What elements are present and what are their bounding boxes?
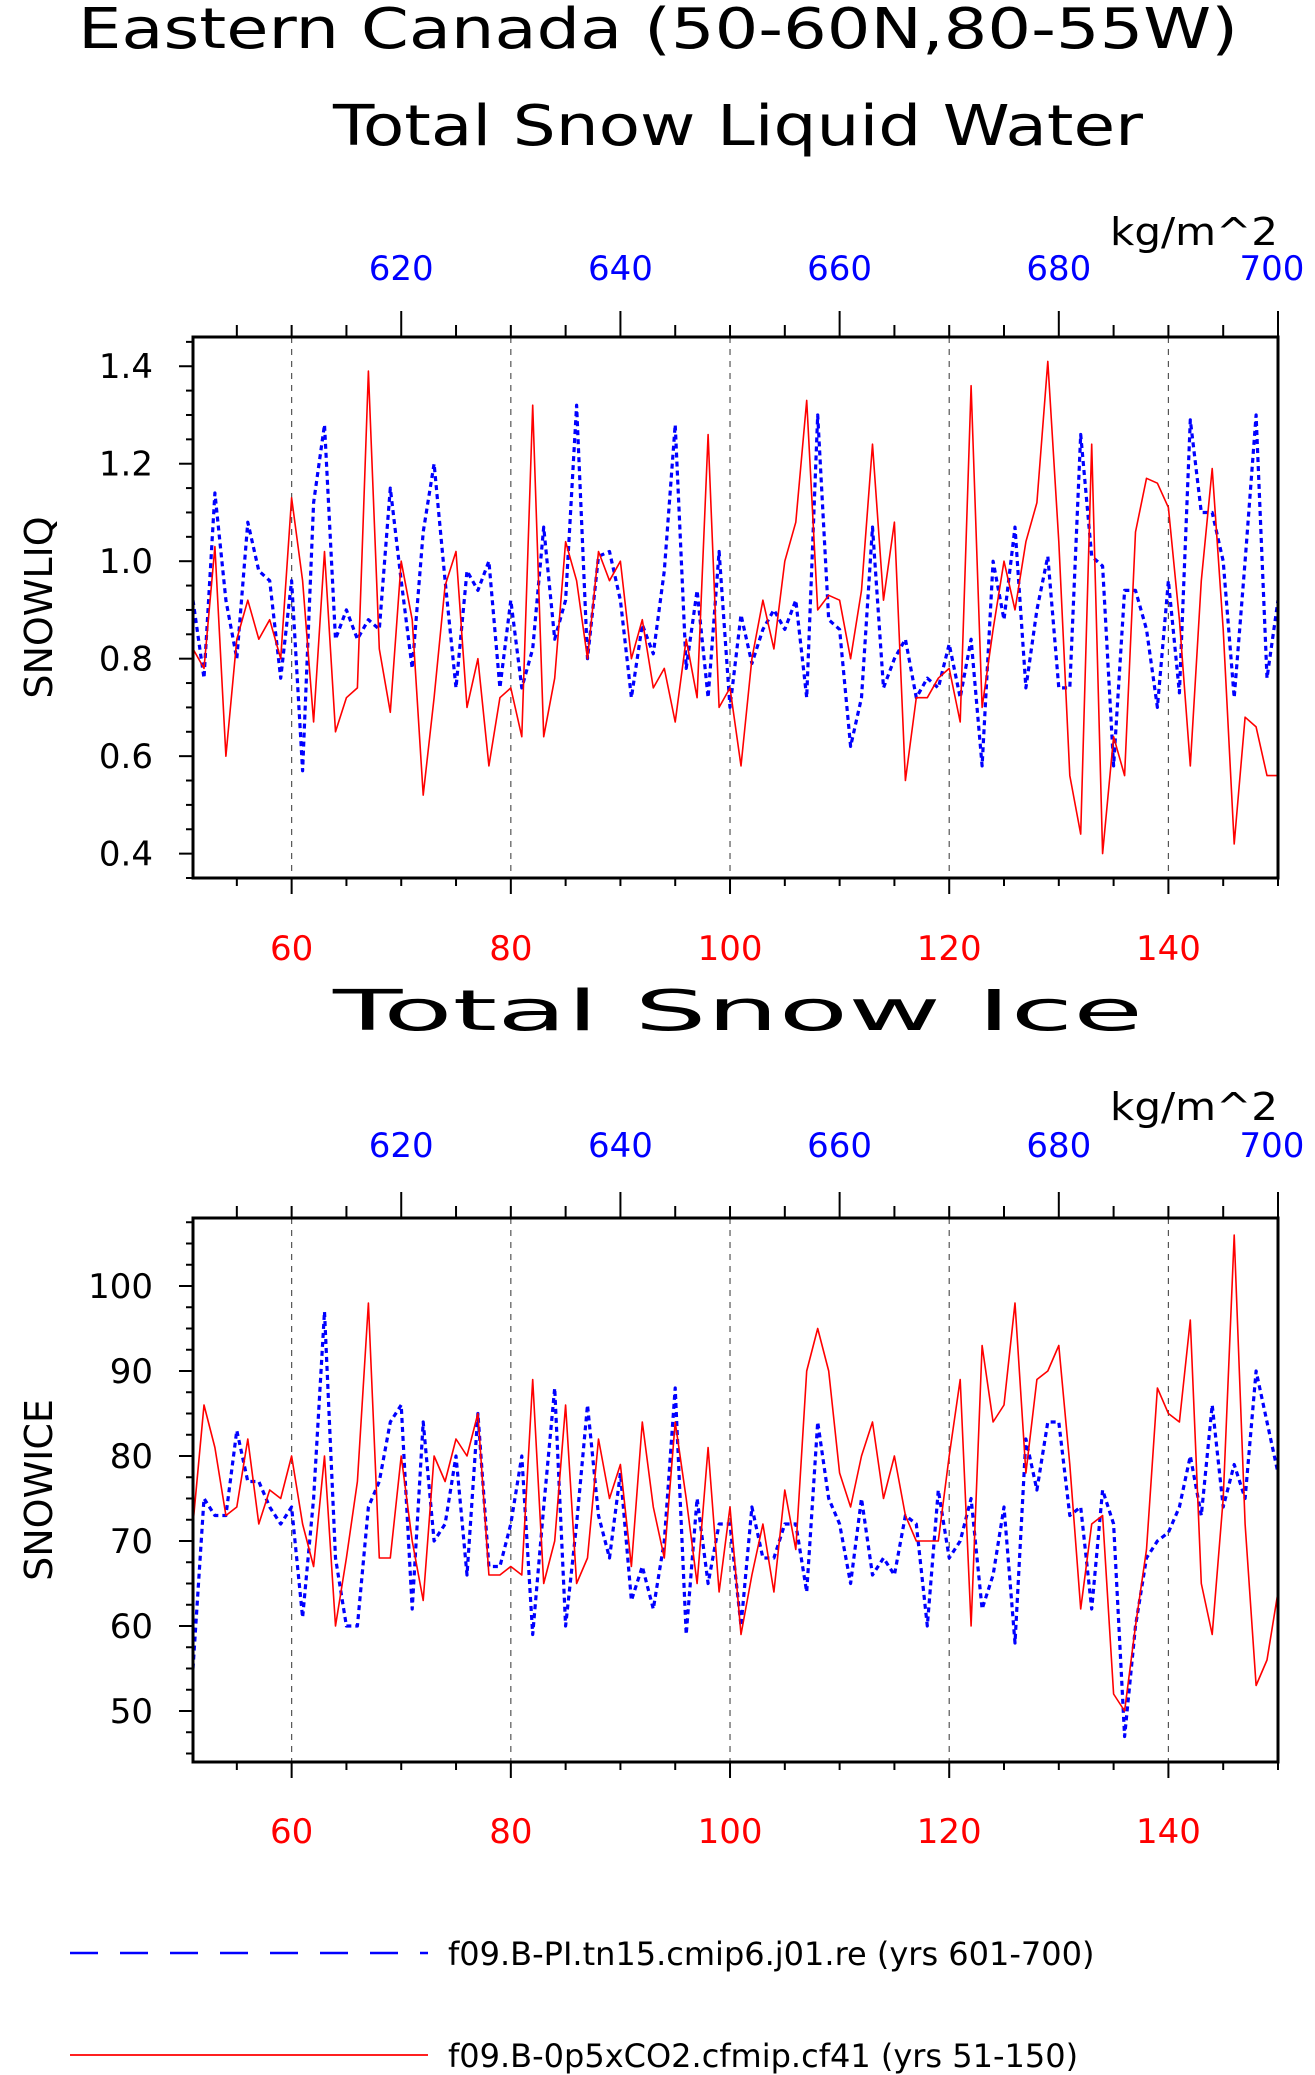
x-top-tick-label: 640 — [588, 249, 653, 289]
y-tick-label: 0.4 — [99, 835, 153, 875]
y-tick-label: 60 — [110, 1607, 153, 1647]
y-tick-label: 80 — [110, 1437, 153, 1477]
x-bottom-tick-label: 60 — [270, 929, 313, 969]
x-top-tick-label: 680 — [1026, 1126, 1091, 1166]
x-bottom-tick-label: 80 — [489, 929, 532, 969]
x-bottom-tick-label: 100 — [698, 929, 763, 969]
x-bottom-tick-label: 120 — [917, 929, 982, 969]
plot-frame — [191, 1216, 1280, 1764]
x-bottom-tick-label: 60 — [270, 1812, 313, 1852]
y-tick-label: 90 — [110, 1352, 153, 1392]
y-tick-label: 1.2 — [99, 445, 153, 485]
units-label: kg/m^2 — [1110, 210, 1278, 254]
y-tick-label: 50 — [110, 1692, 153, 1732]
series-line-blue — [193, 403, 1278, 773]
plot-frame — [191, 335, 1280, 880]
panel-snowice: Total Snow Ice kg/m^2 50 60 70 80 90 100 SNOWICE… — [17, 979, 1304, 1852]
units-label: kg/m^2 — [1110, 1085, 1278, 1129]
series-line-blue — [193, 1309, 1278, 1739]
legend-label-blue: f09.B-PI.tn15.cmip6.j01.re (yrs 601-700) — [448, 1935, 1094, 1973]
x-top-tick-label: 700 — [1240, 249, 1305, 289]
series-line-red — [193, 360, 1278, 855]
y-axis-label: SNOWLIQ — [17, 516, 61, 698]
x-top-tick-label: 660 — [807, 1126, 872, 1166]
y-tick-label: 1.0 — [99, 542, 153, 582]
x-top-tick-label: 700 — [1240, 1126, 1305, 1166]
x-top-tick-label: 680 — [1026, 249, 1091, 289]
legend-label-red: f09.B-0p5xCO2.cfmip.cf41 (yrs 51-150) — [448, 2037, 1078, 2075]
x-top-tick-label: 620 — [369, 249, 434, 289]
panel-snowliq: Total Snow Liquid Water kg/m^2 0.4 0.6 0.8 1.… — [17, 94, 1304, 969]
x-bottom-tick-label: 140 — [1136, 929, 1201, 969]
x-bottom-tick-label: 100 — [698, 1812, 763, 1852]
chart-title: Total Snow Liquid Water — [332, 94, 1144, 159]
x-top-tick-label: 640 — [588, 1126, 653, 1166]
figure-title: Eastern Canada (50-60N,80-55W) — [78, 0, 1238, 62]
x-bottom-tick-label: 80 — [489, 1812, 532, 1852]
y-tick-label: 0.6 — [99, 737, 153, 777]
y-tick-label: 70 — [110, 1522, 153, 1562]
y-tick-label: 0.8 — [99, 640, 153, 680]
series-line-red — [193, 1234, 1278, 1712]
x-bottom-tick-label: 120 — [917, 1812, 982, 1852]
x-bottom-tick-label: 140 — [1136, 1812, 1201, 1852]
x-top-tick-label: 620 — [369, 1126, 434, 1166]
chart-title: Total Snow Ice — [331, 979, 1143, 1044]
y-tick-label: 1.4 — [99, 347, 153, 387]
legend: f09.B-PI.tn15.cmip6.j01.re (yrs 601-700)… — [70, 1935, 1094, 2075]
y-tick-label: 100 — [88, 1267, 153, 1307]
x-top-tick-label: 660 — [807, 249, 872, 289]
y-axis-label: SNOWICE — [17, 1399, 61, 1581]
